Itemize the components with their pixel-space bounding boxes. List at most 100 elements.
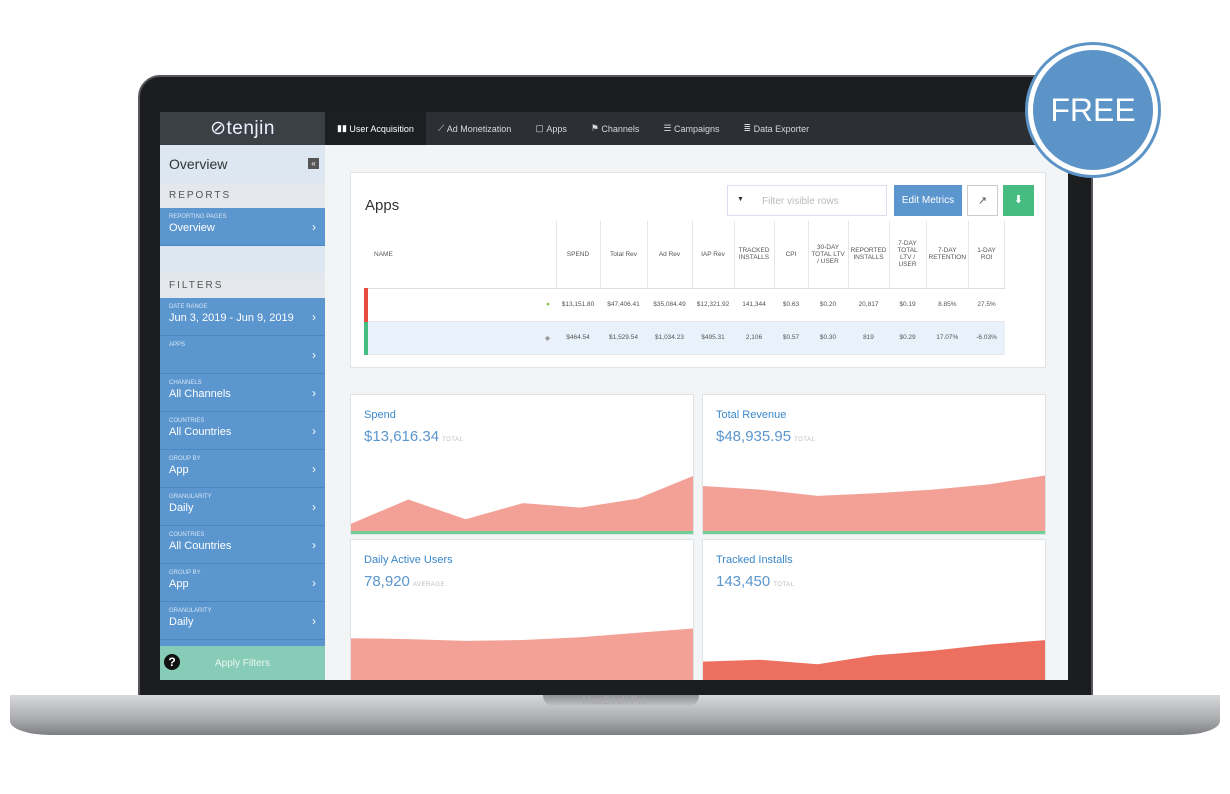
- item-label: APPS: [169, 342, 186, 348]
- table-cell: $13,151.80: [556, 288, 600, 322]
- collapse-button[interactable]: «: [308, 158, 319, 169]
- nav-tab[interactable]: ⟋ Ad Monetization: [437, 123, 512, 134]
- table-row: ◆ $464.54 $1,529.54 $1,034.23 $495.31 2,106 $0…: [364, 321, 1005, 355]
- sparkline: [703, 640, 1045, 680]
- column-header: 7-DAY TOTAL LTV / USER: [889, 221, 927, 289]
- table-cell: 27.5%: [968, 288, 1005, 322]
- column-header: NAME: [366, 221, 557, 289]
- item-value: All Countries: [169, 426, 232, 438]
- column-header: 1-DAY ROI: [968, 221, 1006, 289]
- name-cell: ●: [364, 288, 556, 322]
- column-header: TRACKED INSTALLS: [734, 221, 775, 289]
- external-button[interactable]: ↗: [967, 185, 998, 216]
- sparkline: [351, 476, 693, 534]
- area: [351, 628, 693, 680]
- table-cell: $0.19: [889, 288, 926, 322]
- item-value: App: [169, 578, 189, 590]
- help-icon[interactable]: ?: [164, 654, 180, 670]
- table-cell: 2,106: [734, 321, 774, 355]
- nav-tab[interactable]: ≣ Data Exporter: [743, 123, 810, 134]
- sidebar-item[interactable]: GRANULARITY Daily: [160, 488, 325, 526]
- card-value: 78,920 AVERAGE: [364, 573, 445, 590]
- sidebar-item[interactable]: CHANNELS All Channels: [160, 374, 325, 412]
- nav-tab-label: Data Exporter: [753, 123, 810, 134]
- sparkline: [703, 475, 1045, 534]
- metric-card: Total Revenue $48,935.95 TOTAL: [702, 394, 1046, 535]
- card-title: Spend: [364, 409, 396, 421]
- sidebar-item[interactable]: GRANULARITY Daily: [160, 602, 325, 640]
- filter-input[interactable]: Filter visible rows: [727, 185, 887, 216]
- nav-tab[interactable]: ▢ Apps: [535, 123, 567, 134]
- apps-panel: Apps Filter visible rows Edit Metrics ↗ …: [350, 172, 1046, 368]
- item-value: Jun 3, 2019 - Jun 9, 2019: [169, 312, 294, 324]
- table-cell: $464.54: [556, 321, 600, 355]
- card-unit: TOTAL: [773, 582, 795, 588]
- table-cell: $47,406.41: [600, 288, 647, 322]
- column-header: REPORTED INSTALLS: [848, 221, 890, 289]
- screen: ⊘ tenjin ▮▮ User Acquisition ⟋ Ad Monetiza…: [160, 112, 1068, 680]
- section-heading: REPORTS: [160, 183, 325, 208]
- item-label: REPORTING PAGES: [169, 214, 227, 220]
- column-header: Ad Rev: [647, 221, 693, 289]
- laptop-base: [10, 695, 1220, 735]
- sidebar-item[interactable]: REPORTING PAGES Overview: [160, 208, 325, 246]
- nav-tab[interactable]: ▮▮ User Acquisition: [325, 112, 426, 145]
- table-cell: $12,321.92: [692, 288, 734, 322]
- sidebar-item[interactable]: GROUP BY App: [160, 450, 325, 488]
- table-cell: 141,344: [734, 288, 774, 322]
- table-row: ● $13,151.80 $47,406.41 $35,084.49 $12,321.9…: [364, 288, 1005, 322]
- edit-metrics-button[interactable]: Edit Metrics: [894, 185, 962, 216]
- card-title: Daily Active Users: [364, 554, 453, 566]
- item-value: App: [169, 464, 189, 476]
- item-value: All Channels: [169, 388, 231, 400]
- item-label: CHANNELS: [169, 380, 202, 386]
- table-cell: 17.07%: [926, 321, 969, 355]
- nav-bar: ⊘ tenjin ▮▮ User Acquisition ⟋ Ad Monetiza…: [160, 112, 1068, 145]
- column-header: Total Rev: [600, 221, 648, 289]
- sidebar: Overview « REPORTS REPORTING PAGES Overview F…: [160, 145, 325, 680]
- metric-card: Daily Active Users 78,920 AVERAGE: [350, 539, 694, 680]
- table-cell: 20,817: [848, 288, 889, 322]
- item-value: Overview: [169, 222, 215, 234]
- metric-card: Tracked Installs 143,450 TOTAL: [702, 539, 1046, 680]
- table-cell: $35,084.49: [647, 288, 692, 322]
- column-header: 7-DAY RETENTION: [926, 221, 970, 289]
- card-value: $13,616.34 TOTAL: [364, 428, 463, 445]
- sidebar-title-text: Overview: [169, 156, 228, 172]
- apply-button[interactable]: Apply Filters?: [160, 646, 325, 680]
- column-header: SPEND: [556, 221, 601, 289]
- table-cell: $0.20: [808, 288, 848, 322]
- sidebar-item[interactable]: COUNTRIES All Countries: [160, 412, 325, 450]
- item-value: Daily: [169, 502, 194, 514]
- sparkline: [351, 628, 693, 680]
- nav-tab-label: User Acquisition: [349, 123, 414, 134]
- card-value-text: $48,935.95: [716, 428, 792, 445]
- sidebar-title: Overview «: [160, 145, 325, 183]
- brand: ⊘ tenjin: [160, 112, 325, 145]
- card-value: 143,450 TOTAL: [716, 573, 795, 590]
- baseline: [351, 531, 693, 534]
- nav-tab[interactable]: ⚑ Channels: [590, 123, 640, 134]
- metric-card: Spend $13,616.34 TOTAL: [350, 394, 694, 535]
- nav-tab-label: Channels: [601, 123, 640, 134]
- item-label: COUNTRIES: [169, 532, 205, 538]
- sidebar-item[interactable]: COUNTRIES All Countries: [160, 526, 325, 564]
- brand-name: tenjin: [226, 117, 275, 139]
- sidebar-item[interactable]: GROUP BY App: [160, 564, 325, 602]
- table-cell: $1,529.54: [600, 321, 647, 355]
- sidebar-item[interactable]: DATE RANGE Jun 3, 2019 - Jun 9, 2019: [160, 298, 325, 336]
- column-header: 30-DAY TOTAL LTV / USER: [808, 221, 849, 289]
- notch: [543, 695, 699, 707]
- nav-tab-label: Campaigns: [674, 123, 720, 134]
- sidebar-item[interactable]: APPS: [160, 336, 325, 374]
- download-button[interactable]: ⬇: [1003, 185, 1034, 216]
- item-label: GRANULARITY: [169, 494, 212, 500]
- table-cell: $495.31: [692, 321, 734, 355]
- baseline: [703, 531, 1045, 534]
- card-value-text: 78,920: [364, 573, 410, 590]
- nav-tab[interactable]: ☰ Campaigns: [663, 123, 720, 134]
- table-cell: -6.03%: [968, 321, 1005, 355]
- card-unit: AVERAGE: [412, 582, 445, 588]
- item-value: All Countries: [169, 540, 232, 552]
